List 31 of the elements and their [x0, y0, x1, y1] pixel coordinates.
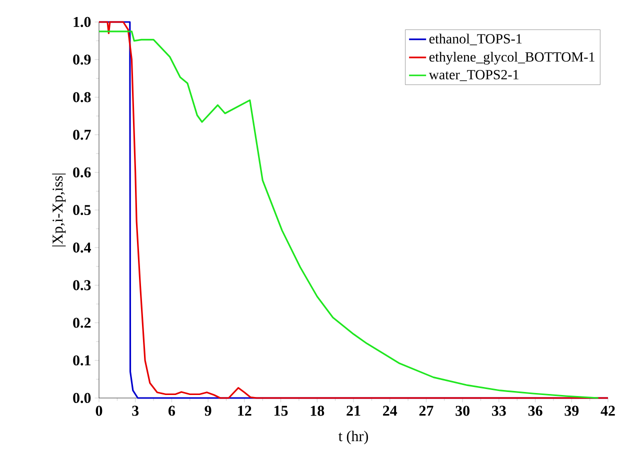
x-tick-label: 24 [383, 406, 398, 416]
legend-label: water_TOPS2-1 [428, 70, 518, 82]
x-tick-label: 15 [274, 406, 288, 416]
y-tick-label: 0.7 [73, 130, 91, 140]
x-tick-label: 30 [456, 406, 470, 416]
y-tick-label: 0.2 [73, 318, 91, 328]
y-tick-label: 0.5 [73, 204, 91, 216]
x-tick-label: 21 [346, 406, 360, 416]
y-tick-label: 0.6 [73, 167, 91, 178]
x-tick-label: 12 [238, 406, 252, 416]
y-tick-label: 0.0 [73, 392, 91, 404]
x-tick-label: 0 [96, 406, 102, 416]
x-tick-label: 6 [168, 406, 176, 416]
legend-label: ethanol_TOPS-1 [429, 34, 522, 46]
x-tick-label: 3 [132, 406, 139, 416]
x-tick-label: 42 [600, 406, 615, 416]
y-axis-title: |Xp,i-Xp,iss| [52, 174, 66, 246]
y-tick-label: 0.3 [73, 280, 91, 290]
y-tick-label: 0.8 [73, 92, 91, 102]
x-tick-label: 36 [528, 406, 542, 416]
legend-label: ethylene_glycol_BOTTOM-1 [429, 52, 594, 65]
x-tick-label: 33 [492, 406, 506, 416]
y-tick-label: 1.0 [74, 16, 91, 28]
x-tick-label: 18 [310, 406, 324, 416]
x-tick-label: 39 [564, 406, 579, 416]
y-tick-label: 0.4 [73, 242, 91, 253]
y-tick-label: 0.9 [73, 54, 91, 65]
y-tick-label: 0.1 [73, 355, 90, 366]
x-tick-label: 9 [204, 406, 212, 416]
x-tick-label: 27 [419, 406, 434, 416]
x-axis-title: t (hr) [338, 430, 368, 444]
